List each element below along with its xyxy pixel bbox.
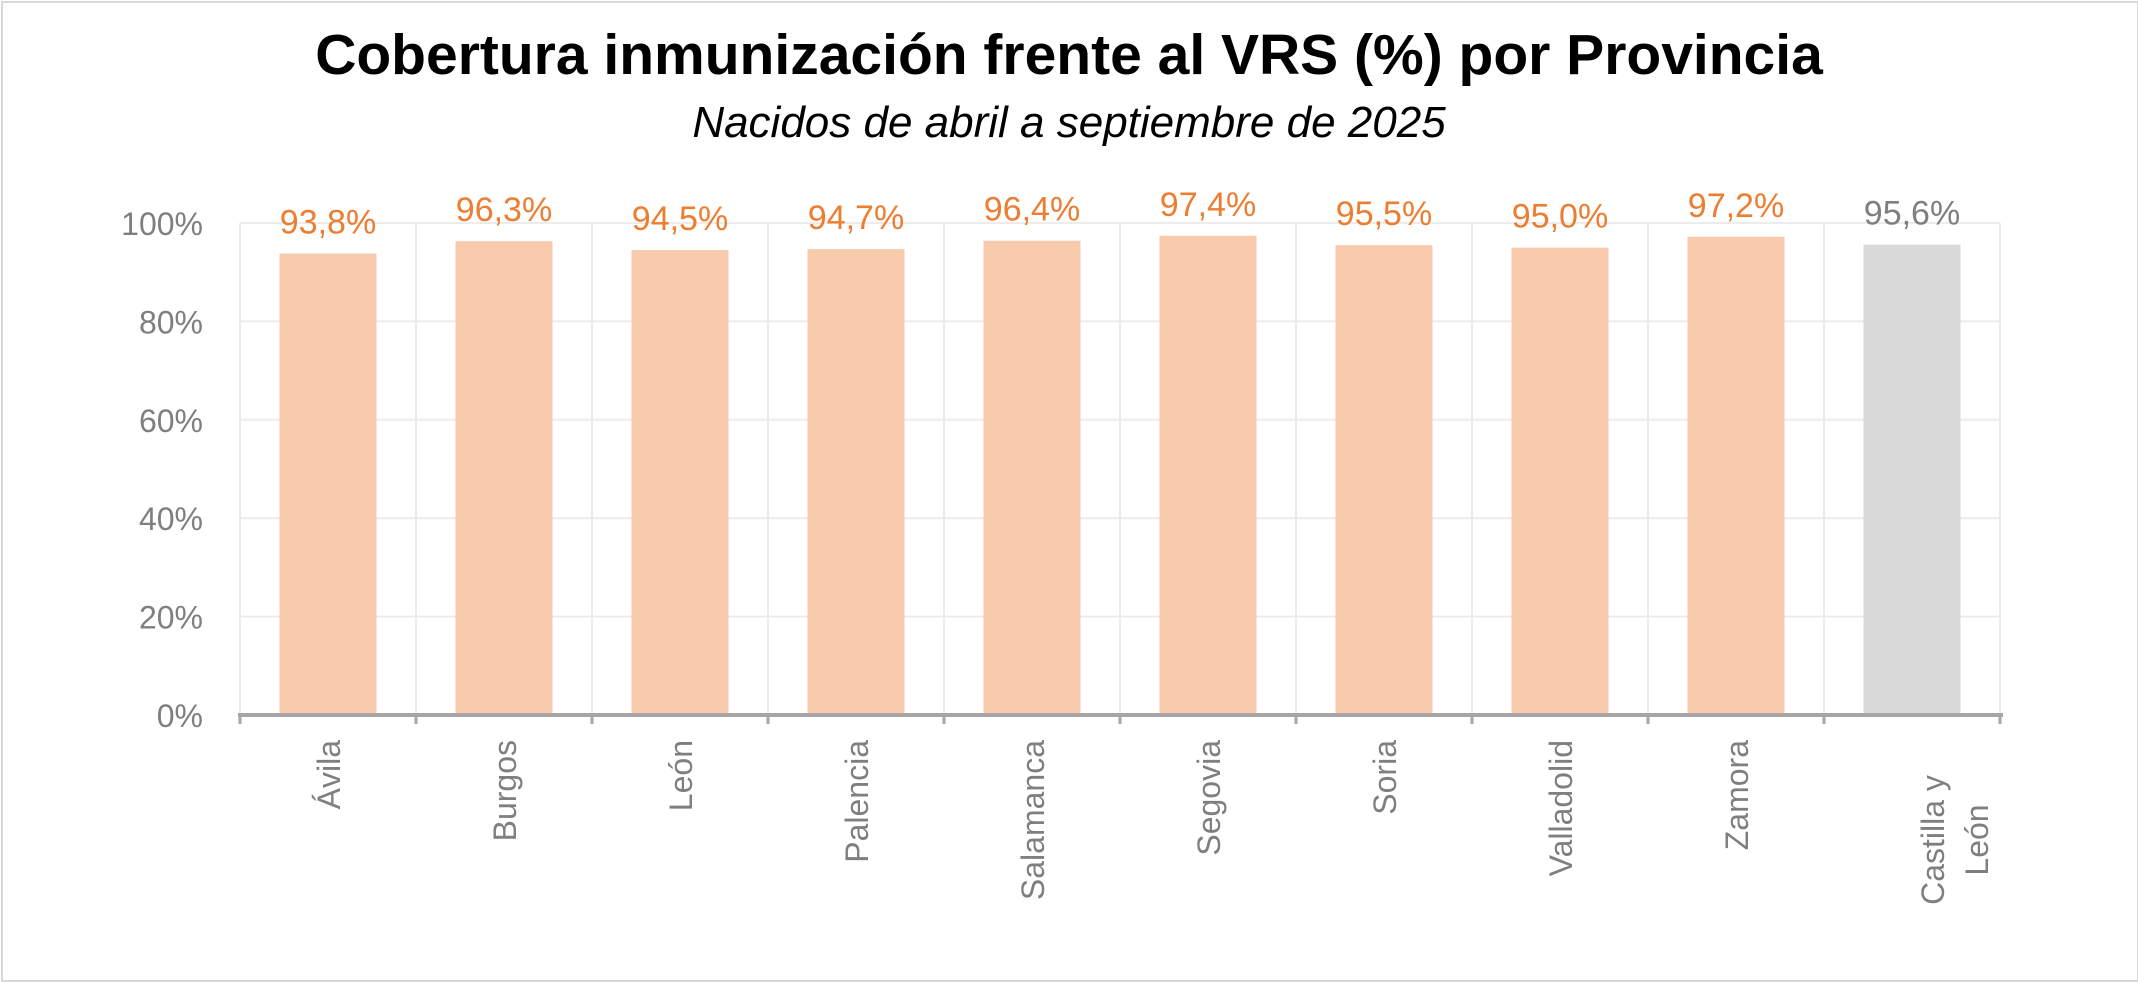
data-label: 97,4%	[1160, 186, 1256, 224]
category-label: Soria	[1367, 740, 1403, 815]
category-label-line: Zamora	[1719, 740, 1755, 850]
category-label: Segovia	[1191, 740, 1227, 856]
category-label: Ávila	[311, 740, 347, 810]
y-tick-label: 20%	[139, 600, 203, 636]
category-label-line: Valladolid	[1543, 740, 1579, 876]
category-label-line: Ávila	[311, 740, 347, 810]
data-label: 95,6%	[1864, 195, 1960, 233]
bar	[807, 249, 905, 716]
y-tick-label: 100%	[121, 206, 203, 242]
y-tick-label: 80%	[139, 304, 203, 340]
bar	[1511, 247, 1609, 715]
category-label: Palencia	[839, 740, 875, 863]
bar	[1335, 245, 1433, 715]
bar	[983, 240, 1081, 715]
data-label: 94,5%	[632, 200, 728, 238]
chart-subtitle: Nacidos de abril a septiembre de 2025	[692, 98, 1446, 147]
category-label-line: Segovia	[1191, 740, 1227, 856]
category-label: Zamora	[1719, 740, 1755, 850]
data-label: 93,8%	[280, 204, 376, 242]
bar	[1687, 236, 1785, 715]
data-label: 95,0%	[1512, 198, 1608, 236]
category-label-line: Salamanca	[1015, 740, 1051, 900]
category-label-line: Palencia	[839, 740, 875, 863]
y-tick-label: 0%	[157, 698, 203, 734]
bar	[455, 241, 553, 716]
category-label: Castilla y León	[1915, 775, 1995, 905]
y-tick-label: 40%	[139, 501, 203, 537]
chart-title: Cobertura inmunización frente al VRS (%)…	[315, 23, 1823, 87]
category-label-line: León	[663, 740, 699, 811]
data-label: 97,2%	[1688, 187, 1784, 225]
category-label: Burgos	[487, 740, 523, 841]
data-label: 94,7%	[808, 199, 904, 237]
data-label: 95,5%	[1336, 195, 1432, 233]
bar-total	[1863, 244, 1961, 715]
category-label-line: León	[1959, 804, 1995, 875]
data-label: 96,4%	[984, 191, 1080, 229]
bar	[631, 250, 729, 715]
category-label-line: Burgos	[487, 740, 523, 841]
bar	[1159, 235, 1257, 716]
category-label-line: Castilla y	[1915, 775, 1951, 905]
bar	[279, 253, 377, 715]
y-tick-label: 60%	[139, 403, 203, 439]
category-label: León	[663, 740, 699, 811]
category-label: Valladolid	[1543, 740, 1579, 876]
category-label-line: Soria	[1367, 740, 1403, 815]
data-label: 96,3%	[456, 191, 552, 229]
category-label: Salamanca	[1015, 740, 1051, 900]
